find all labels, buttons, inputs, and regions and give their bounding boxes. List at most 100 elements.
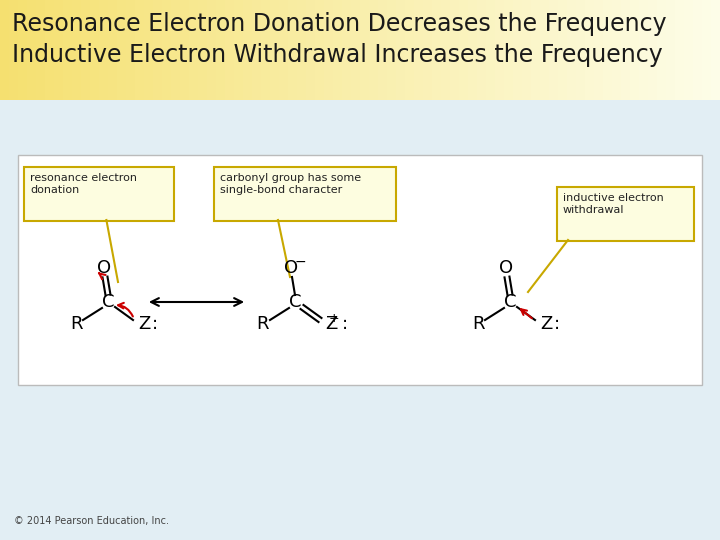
Bar <box>648 0 658 100</box>
Bar <box>594 0 604 100</box>
Bar <box>27 0 37 100</box>
Bar <box>270 0 280 100</box>
Bar <box>369 0 379 100</box>
Bar <box>486 0 496 100</box>
Bar <box>540 0 550 100</box>
Text: C: C <box>504 293 516 311</box>
Bar <box>234 0 244 100</box>
Bar <box>630 0 640 100</box>
Bar <box>297 0 307 100</box>
Bar <box>522 0 532 100</box>
Bar <box>333 0 343 100</box>
Bar <box>72 0 82 100</box>
Text: O: O <box>97 259 111 277</box>
Bar <box>477 0 487 100</box>
Bar <box>9 0 19 100</box>
Bar <box>351 0 361 100</box>
Bar <box>558 0 568 100</box>
Bar <box>162 0 172 100</box>
FancyBboxPatch shape <box>557 187 694 241</box>
Bar <box>90 0 100 100</box>
Bar <box>360 0 370 100</box>
Bar <box>549 0 559 100</box>
Bar <box>306 0 316 100</box>
Text: Z: Z <box>138 315 150 333</box>
Text: +: + <box>329 313 339 326</box>
Text: inductive electron
withdrawal: inductive electron withdrawal <box>563 193 664 214</box>
Bar <box>0 0 10 100</box>
Bar <box>198 0 208 100</box>
Bar <box>207 0 217 100</box>
Bar <box>693 0 703 100</box>
Bar <box>621 0 631 100</box>
Bar <box>459 0 469 100</box>
Text: O: O <box>499 259 513 277</box>
Text: R: R <box>472 315 485 333</box>
Bar <box>576 0 586 100</box>
Text: :: : <box>554 315 560 333</box>
FancyBboxPatch shape <box>214 167 396 221</box>
Bar <box>63 0 73 100</box>
Bar <box>189 0 199 100</box>
Text: C: C <box>102 293 114 311</box>
Bar <box>396 0 406 100</box>
Bar <box>468 0 478 100</box>
Bar <box>18 155 702 385</box>
Bar <box>432 0 442 100</box>
Bar <box>639 0 649 100</box>
Bar <box>279 0 289 100</box>
Bar <box>81 0 91 100</box>
Bar <box>414 0 424 100</box>
Bar <box>423 0 433 100</box>
Text: :: : <box>152 315 158 333</box>
Bar <box>225 0 235 100</box>
Bar <box>54 0 64 100</box>
Bar <box>126 0 136 100</box>
Bar <box>135 0 145 100</box>
Bar <box>612 0 622 100</box>
Bar <box>684 0 694 100</box>
Bar <box>675 0 685 100</box>
Bar <box>288 0 298 100</box>
Bar <box>531 0 541 100</box>
Bar <box>441 0 451 100</box>
Bar <box>387 0 397 100</box>
Bar <box>513 0 523 100</box>
Bar <box>180 0 190 100</box>
Text: carbonyl group has some
single-bond character: carbonyl group has some single-bond char… <box>220 173 361 194</box>
Bar <box>567 0 577 100</box>
Bar <box>702 0 712 100</box>
Bar <box>450 0 460 100</box>
Bar <box>99 0 109 100</box>
Bar <box>603 0 613 100</box>
Bar <box>108 0 118 100</box>
Bar <box>261 0 271 100</box>
Bar <box>216 0 226 100</box>
Bar <box>315 0 325 100</box>
Text: C: C <box>289 293 301 311</box>
Bar <box>585 0 595 100</box>
Bar <box>378 0 388 100</box>
Bar <box>252 0 262 100</box>
Bar <box>171 0 181 100</box>
Text: resonance electron
donation: resonance electron donation <box>30 173 137 194</box>
Bar <box>504 0 514 100</box>
Bar <box>18 0 28 100</box>
Text: Inductive Electron Withdrawal Increases the Frequency: Inductive Electron Withdrawal Increases … <box>12 43 662 67</box>
Bar <box>495 0 505 100</box>
Bar <box>0 100 720 540</box>
Text: Resonance Electron Donation Decreases the Frequency: Resonance Electron Donation Decreases th… <box>12 12 667 36</box>
Text: :: : <box>342 315 348 333</box>
Bar <box>153 0 163 100</box>
Bar <box>243 0 253 100</box>
Bar <box>45 0 55 100</box>
Text: Z: Z <box>540 315 552 333</box>
Text: Z: Z <box>325 315 337 333</box>
Bar <box>666 0 676 100</box>
Bar <box>405 0 415 100</box>
Bar <box>657 0 667 100</box>
Bar <box>342 0 352 100</box>
FancyBboxPatch shape <box>24 167 174 221</box>
Bar <box>711 0 720 100</box>
Bar <box>117 0 127 100</box>
